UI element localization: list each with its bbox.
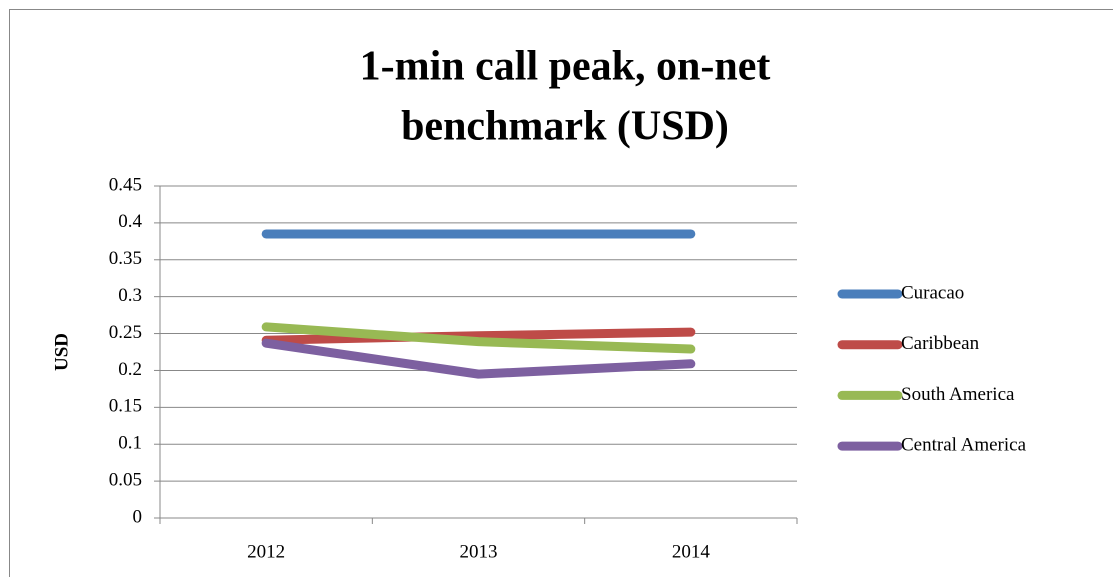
legend-label: South America bbox=[901, 384, 1015, 405]
y-tick-label: 0.45 bbox=[109, 174, 142, 195]
y-axis-label: USD bbox=[51, 333, 72, 371]
y-tick-label: 0.1 bbox=[118, 433, 142, 454]
x-tick-label: 2014 bbox=[672, 541, 711, 562]
y-tick-label: 0.35 bbox=[109, 248, 142, 269]
series-line bbox=[261, 327, 696, 345]
y-tick-label: 0.2 bbox=[118, 359, 142, 380]
chart-title: benchmark (USD) bbox=[401, 104, 729, 150]
y-tick-label: 0.4 bbox=[118, 211, 142, 232]
chart-title: 1-min call peak, on-net bbox=[360, 44, 771, 90]
y-tick-label: 0.3 bbox=[118, 285, 142, 306]
series-line bbox=[261, 322, 696, 354]
y-tick-label: 0.15 bbox=[109, 396, 142, 417]
y-tick-label: 0.05 bbox=[109, 469, 142, 490]
x-tick-label: 2012 bbox=[247, 541, 285, 562]
y-tick-label: 0.25 bbox=[109, 322, 142, 343]
legend-label: Caribbean bbox=[901, 333, 980, 354]
y-tick-label: 0 bbox=[133, 506, 143, 527]
legend-label: Curacao bbox=[901, 282, 964, 303]
x-tick-label: 2013 bbox=[460, 541, 498, 562]
series-line bbox=[261, 338, 696, 379]
chart-frame bbox=[9, 9, 1113, 577]
legend-label: Central America bbox=[901, 434, 1027, 455]
